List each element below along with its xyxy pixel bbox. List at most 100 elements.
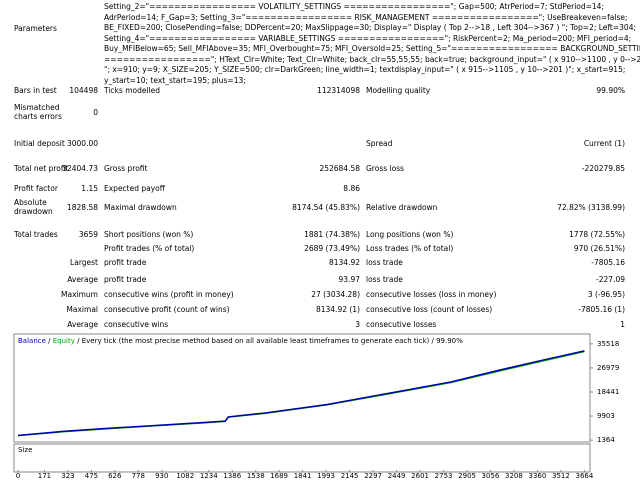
row-value: 93.97	[338, 275, 360, 284]
row-label: Expected payoff	[104, 184, 165, 193]
row-value: 3659	[78, 230, 98, 239]
row-label: Total trades	[14, 230, 58, 239]
x-tick-label: 2905	[458, 472, 476, 480]
x-tick-label: 2297	[364, 472, 382, 480]
x-tick-label: 3056	[482, 472, 500, 480]
row-value: 1778 (72.55%)	[569, 230, 625, 239]
x-tick-label: 475	[85, 472, 98, 480]
row-value: -7805.16	[591, 258, 625, 267]
row-label: Relative drawdown	[366, 203, 438, 212]
row-label: consecutive profit (count of wins)	[104, 305, 230, 314]
row-value: Maximal	[66, 305, 98, 314]
x-tick-label: 778	[132, 472, 145, 480]
x-tick-label: 930	[155, 472, 168, 480]
row-value: -227.09	[596, 275, 625, 284]
x-tick-label: 2601	[411, 472, 429, 480]
row-label: Gross profit	[104, 164, 148, 173]
x-tick-label: 3512	[552, 472, 570, 480]
row-value: 3	[355, 320, 360, 329]
row-label: Spread	[366, 139, 393, 148]
legend-entry: Balance	[18, 337, 48, 345]
row-value: 1	[620, 320, 625, 329]
size-label: Size	[18, 446, 32, 454]
row-label: Long positions (won %)	[366, 230, 454, 239]
x-tick-label: 1386	[223, 472, 241, 480]
row-label: profit trade	[104, 275, 147, 284]
row-value: -7805.16 (1)	[578, 305, 625, 314]
legend: Balance / Equity / Every tick (the most …	[18, 337, 463, 345]
row-value: 3000.00	[66, 139, 98, 148]
row-value: Largest	[70, 258, 98, 267]
row-value: 970 (26.51%)	[573, 244, 625, 253]
row-label: Short positions (won %)	[104, 230, 194, 239]
row-label: Absolute drawdown	[14, 198, 53, 216]
row-label: Ticks modelled	[104, 86, 161, 95]
x-tick-label: 1082	[176, 472, 194, 480]
x-tick-label: 1841	[294, 472, 312, 480]
row-value: 112314098	[317, 86, 360, 95]
x-tick-label: 323	[61, 472, 74, 480]
row-label: Gross loss	[366, 164, 405, 173]
subtitle: / Every tick (the most precise method ba…	[77, 337, 463, 345]
row-value: 8174.54 (45.83%)	[292, 203, 360, 212]
parameters-label: Parameters	[14, 24, 57, 33]
y-tick-label: 18441	[597, 388, 619, 396]
x-tick-label: 3360	[529, 472, 547, 480]
x-tick-label: 2145	[341, 472, 359, 480]
row-value: Current (1)	[583, 139, 625, 148]
row-label: consecutive wins (profit in money)	[104, 290, 234, 299]
parameter-line: AdrPeriod=14; F_Gap=3; Setting_3="======…	[104, 12, 628, 22]
row-value: Average	[67, 275, 98, 284]
series-line	[17, 350, 585, 437]
row-label: consecutive wins	[104, 320, 169, 329]
row-label: Total net profit	[14, 164, 69, 173]
row-value: 32404.73	[62, 164, 98, 173]
row-value: 72.82% (3138.99)	[557, 203, 625, 212]
parameter-line: Setting_4="================= VARIABLE_SE…	[104, 33, 632, 43]
row-value: 8134.92	[328, 258, 360, 267]
row-label: consecutive loss (count of losses)	[366, 305, 493, 314]
row-label: Profit trades (% of total)	[104, 244, 195, 253]
row-value: 8.86	[343, 184, 360, 193]
row-label: consecutive losses	[366, 320, 437, 329]
row-value: 252684.58	[319, 164, 360, 173]
x-tick-label: 1993	[317, 472, 335, 480]
row-value: -220279.85	[581, 164, 625, 173]
row-value: Average	[67, 320, 98, 329]
x-tick-label: 0	[16, 472, 20, 480]
row-label: Maximal drawdown	[104, 203, 177, 212]
legend-entry: Equity	[53, 337, 77, 345]
parameter-line: y_start=10; text_start=195; plus=13;	[104, 75, 246, 85]
parameter-line: ================="; HText_Clr=White; Tex…	[104, 54, 640, 64]
y-tick-label: 35518	[597, 340, 619, 348]
parameter-line: Setting_2="================= VOLATILITY_…	[104, 2, 604, 11]
legend-separator: /	[48, 337, 53, 345]
row-label: profit trade	[104, 258, 147, 267]
y-tick-label: 26979	[597, 364, 619, 372]
row-label: Initial deposit	[14, 139, 65, 148]
row-value: 0	[93, 108, 98, 117]
x-tick-label: 171	[38, 472, 51, 480]
x-tick-label: 3664	[576, 472, 594, 480]
row-label: Mismatched charts errors	[14, 103, 62, 121]
x-tick-label: 1689	[270, 472, 288, 480]
x-tick-label: 1234	[200, 472, 218, 480]
y-tick-label: 9903	[597, 412, 615, 420]
plot-frame	[13, 333, 591, 443]
x-tick-label: 2753	[435, 472, 453, 480]
row-value: 8134.92 (1)	[315, 305, 360, 314]
row-label: loss trade	[366, 258, 403, 267]
row-value: 1828.58	[66, 203, 98, 212]
y-tick-label: 1364	[597, 436, 615, 444]
row-value: 99.90%	[596, 86, 625, 95]
row-label: consecutive losses (loss in money)	[366, 290, 497, 299]
row-value: 1.15	[81, 184, 98, 193]
row-label: Profit factor	[14, 184, 58, 193]
row-value: 27 (3034.28)	[311, 290, 360, 299]
x-tick-label: 3208	[505, 472, 523, 480]
size-frame	[13, 443, 591, 473]
row-label: Modelling quality	[366, 86, 431, 95]
row-value: 104498	[69, 86, 98, 95]
